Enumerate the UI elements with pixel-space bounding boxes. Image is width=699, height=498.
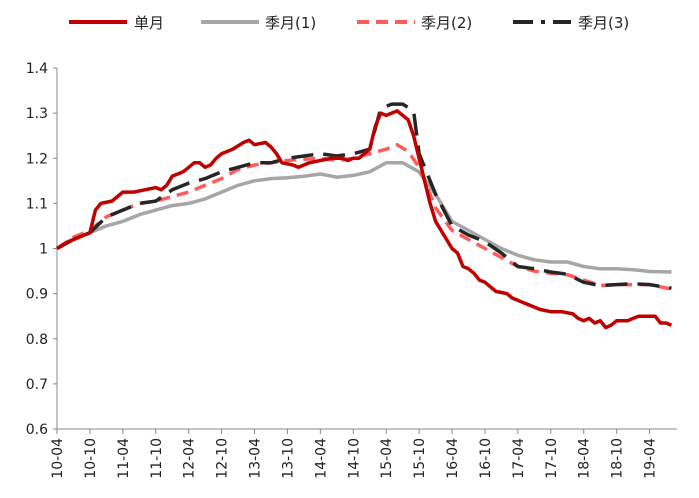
legend-label-quarter-1: 季月(1) [265, 14, 316, 32]
series-line-quarter-2 [56, 142, 672, 291]
x-tick-label: 12-10 [215, 438, 231, 479]
y-tick-label: 1.1 [26, 196, 48, 212]
x-tick-label: 12-04 [182, 438, 198, 479]
x-tick-label: 18-10 [610, 438, 626, 479]
y-tick-label: 1 [39, 242, 48, 258]
x-tick-label: 14-04 [313, 438, 329, 479]
y-tick-label: 0.6 [26, 422, 48, 438]
x-tick-label: 11-10 [149, 438, 165, 479]
x-tick-label: 10-10 [83, 438, 99, 479]
y-tick-label: 0.9 [26, 287, 48, 303]
x-tick-label: 16-04 [445, 438, 461, 479]
x-tick-label: 10-04 [50, 438, 66, 479]
y-tick-label: 0.8 [26, 332, 48, 348]
x-tick-label: 17-04 [511, 438, 527, 479]
x-tick-label: 13-04 [248, 438, 264, 479]
series-line-quarter-3 [56, 102, 672, 290]
x-tick-label: 15-04 [379, 438, 395, 479]
legend-label-quarter-3: 季月(3) [578, 14, 629, 32]
y-tick-label: 1.2 [26, 151, 48, 167]
legend-label-monthly: 单月 [134, 14, 164, 32]
x-tick-label: 18-04 [577, 438, 593, 479]
x-tick-label: 16-10 [478, 438, 494, 479]
x-tick-label: 15-10 [412, 438, 428, 479]
legend: 单月 季月(1) 季月(2) 季月(3) [69, 14, 629, 32]
x-tick-label: 11-04 [116, 438, 132, 479]
x-tick-label: 19-04 [643, 438, 659, 479]
y-tick-label: 1.3 [26, 106, 48, 122]
y-tick-label: 0.7 [26, 377, 48, 393]
x-tick-label: 14-10 [346, 438, 362, 479]
x-tick-label: 13-10 [280, 438, 296, 479]
axes [56, 68, 677, 430]
legend-label-quarter-2: 季月(2) [421, 14, 472, 32]
y-tick-label: 1.4 [26, 61, 48, 77]
x-tick-label: 17-10 [544, 438, 560, 479]
series-line-monthly [56, 109, 673, 330]
series-line-quarter-1 [56, 161, 672, 274]
